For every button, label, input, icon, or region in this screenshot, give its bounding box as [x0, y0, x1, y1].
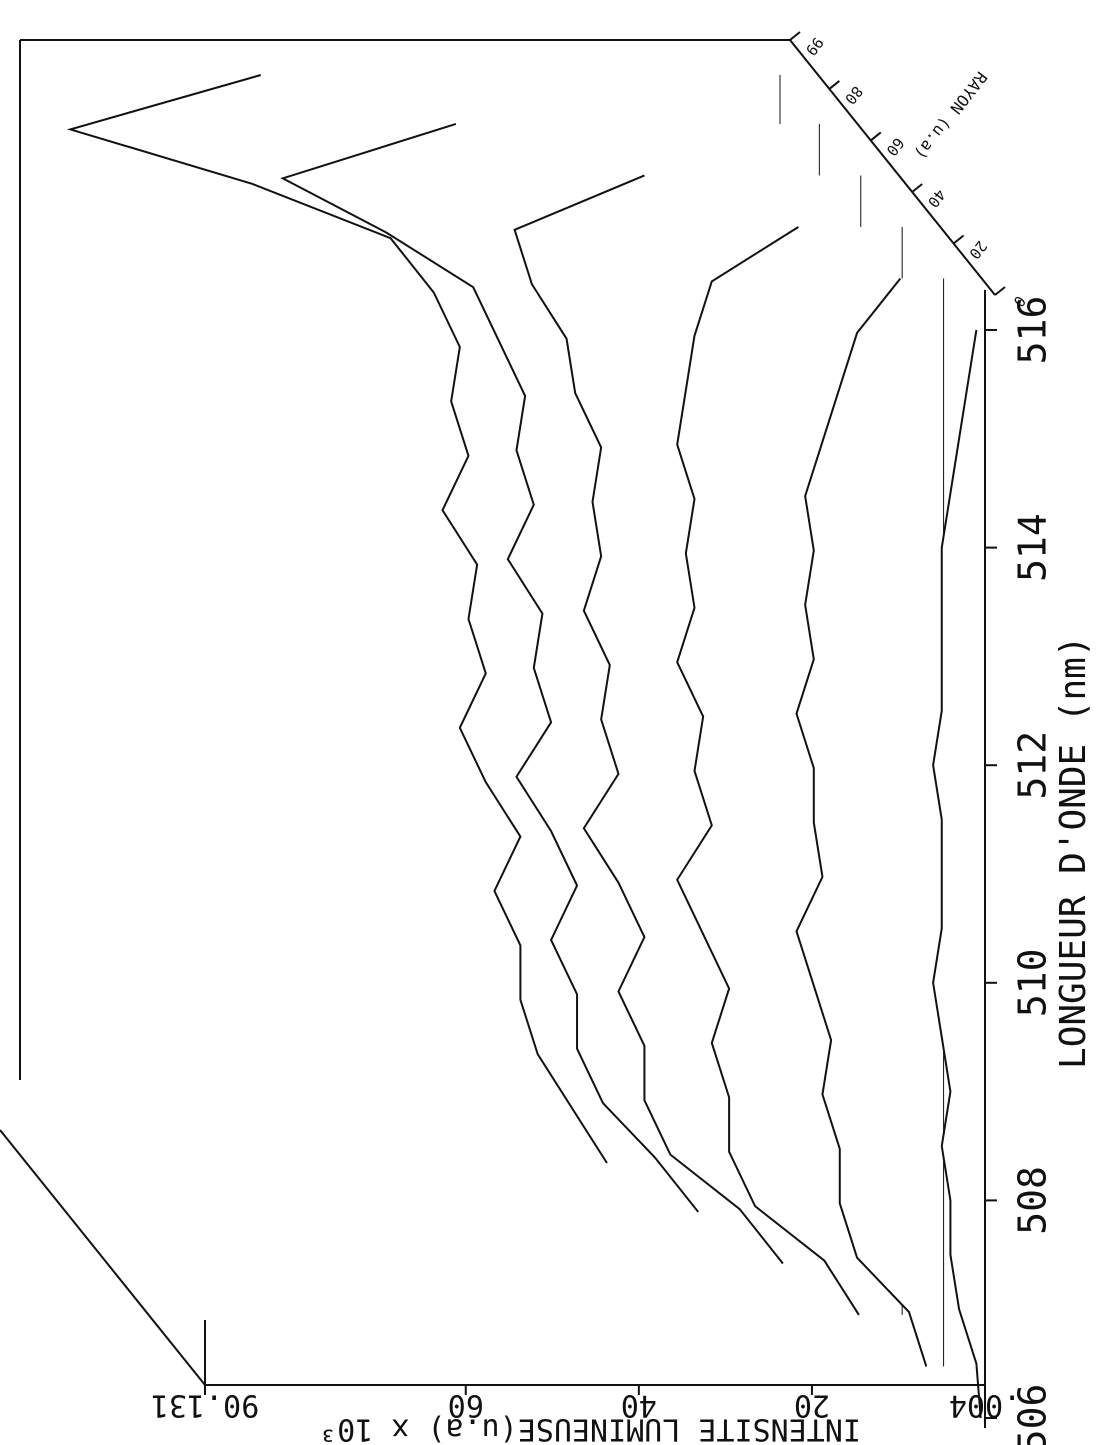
z-axis-title: RAYON (u.a) [911, 68, 991, 163]
z-tick-label: 80 [841, 83, 866, 108]
traces [66, 74, 986, 1419]
x-tick-label: 510 [1011, 948, 1055, 1017]
y-tick-label: 40 [621, 1388, 657, 1423]
z-tick [911, 183, 923, 193]
z-tick-label: 60 [882, 134, 907, 159]
z-tick-label: 20 [965, 237, 990, 262]
z-tick [870, 131, 882, 142]
z-tick [952, 234, 965, 245]
trace-fill [933, 330, 985, 1418]
trace [66, 74, 608, 1164]
trace-fill [796, 278, 944, 1367]
z-axis-line [789, 39, 996, 296]
y-tick-label: 90.131 [151, 1388, 259, 1423]
z-tick [994, 286, 1006, 296]
x-axis-title: LONGUEUR D'ONDE (nm) [1053, 635, 1094, 1068]
frame-line [0, 1129, 206, 1386]
y-axis-title: INTENSITE LUMINEUSE(u.a) x 10³ [319, 1412, 861, 1445]
frame [0, 39, 790, 1386]
x-tick-label: 508 [1011, 1166, 1055, 1235]
trace [280, 122, 699, 1213]
y-tick-label: .004 [949, 1388, 1021, 1423]
z-tick [828, 80, 840, 90]
z-tick [789, 31, 801, 41]
x-tick-label: 512 [1011, 731, 1055, 800]
trace [932, 329, 982, 1419]
z-tick-label: 99 [802, 34, 827, 59]
x-tick-label: 514 [1011, 513, 1055, 582]
y-tick-label: 60 [448, 1388, 484, 1423]
trace [795, 277, 928, 1367]
trace [676, 226, 860, 1316]
x-tick-label: 506 [1011, 1384, 1055, 1445]
y-tick-label: 20 [794, 1388, 830, 1423]
x-tick-label: 516 [1011, 296, 1055, 365]
z-tick-label: 40 [924, 186, 949, 211]
trace [513, 174, 784, 1265]
